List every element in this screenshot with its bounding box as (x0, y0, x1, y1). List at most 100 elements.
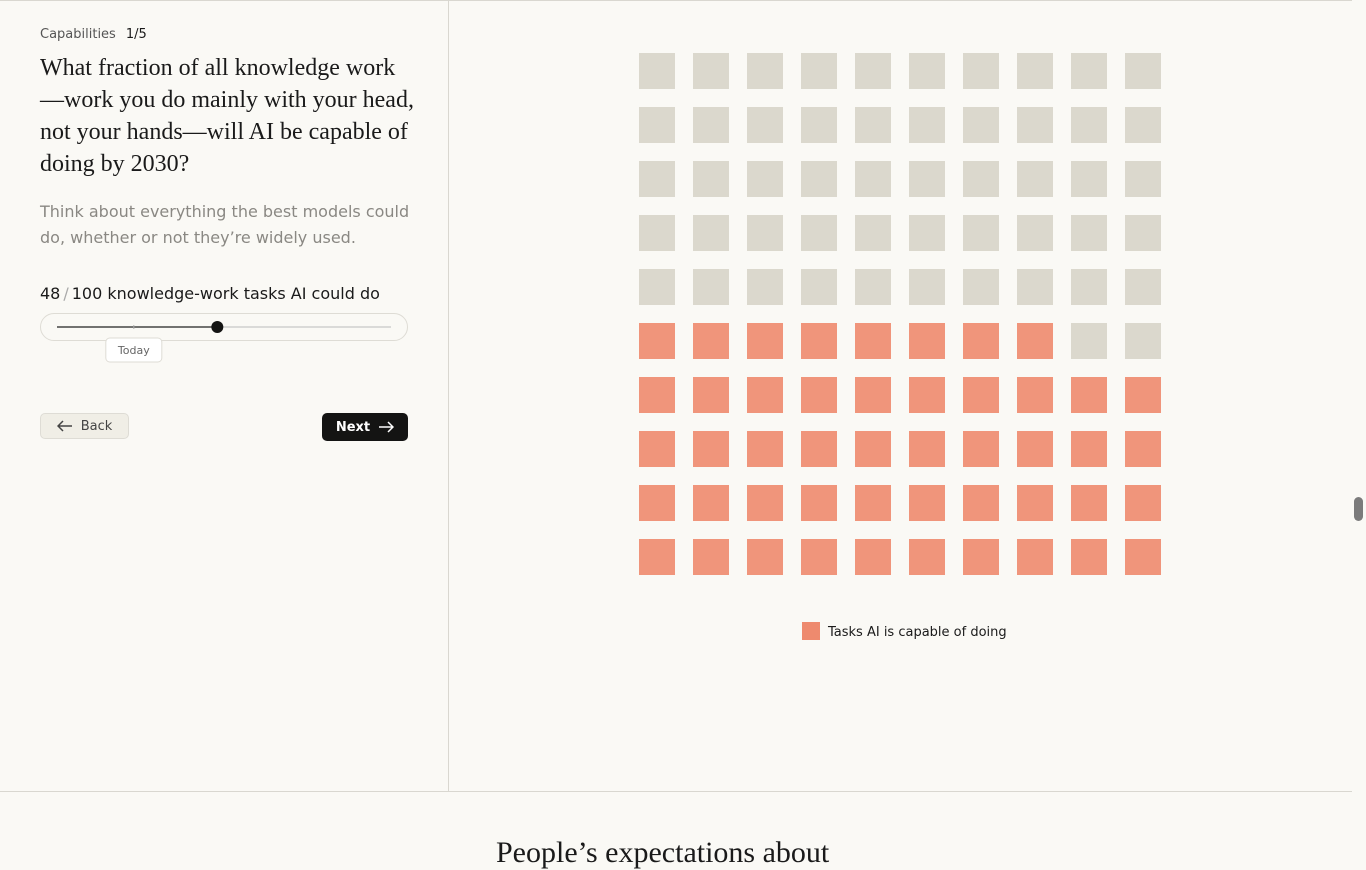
task (855, 269, 891, 305)
step: 1/5 (125, 27, 147, 42)
task-capable (1125, 431, 1161, 467)
task-capable (1017, 539, 1053, 575)
task (1071, 161, 1107, 197)
task (1071, 215, 1107, 251)
task-capable (639, 377, 675, 413)
task-capable (963, 323, 999, 359)
task (1017, 161, 1053, 197)
task-capable (693, 431, 729, 467)
task-capable (693, 323, 729, 359)
task (1125, 53, 1161, 89)
task (801, 215, 837, 251)
back-label: Back (80, 418, 113, 434)
task (1017, 269, 1053, 305)
task (747, 161, 783, 197)
task-capable (1125, 485, 1161, 521)
legend-label: Tasks AI is capable of doing (827, 625, 1007, 640)
task (909, 215, 945, 251)
task (1017, 215, 1053, 251)
task (909, 107, 945, 143)
task-capable (963, 485, 999, 521)
task (1071, 53, 1107, 89)
task (855, 161, 891, 197)
task-capable (963, 431, 999, 467)
task (1125, 107, 1161, 143)
task (1125, 269, 1161, 305)
task-capable (909, 323, 945, 359)
arrow-left (56, 420, 72, 432)
task (909, 269, 945, 305)
task (1125, 323, 1161, 359)
legend-swatch (802, 622, 820, 640)
waffle-chart: Tasks AI is capable of doing (639, 53, 1161, 640)
task-capable (1017, 431, 1053, 467)
value: 48 (40, 284, 61, 303)
task (963, 269, 999, 305)
next-button[interactable]: Next (322, 413, 408, 441)
task (963, 107, 999, 143)
scroll-thumb[interactable] (1354, 497, 1363, 521)
task (801, 161, 837, 197)
question-panel: Capabilities 1/5 What fraction of all kno… (0, 1, 449, 791)
task (1125, 161, 1161, 197)
back-button[interactable]: Back (40, 413, 129, 439)
task-capable (1071, 431, 1107, 467)
task (963, 215, 999, 251)
task-capable (909, 539, 945, 575)
task (639, 215, 675, 251)
unit: knowledge-work tasks AI could do (107, 284, 380, 303)
task (639, 107, 675, 143)
task-capable (801, 323, 837, 359)
max: 100 (71, 284, 103, 303)
question: What fraction of all knowledge work—work… (40, 55, 414, 177)
task-capable (963, 539, 999, 575)
task-capable (1017, 485, 1053, 521)
marker-label: Today (117, 344, 150, 357)
task-capable (801, 377, 837, 413)
divider (0, 0, 1352, 1)
hint: Think about everything the best models c… (40, 202, 410, 247)
next-label: Next (335, 419, 371, 435)
task (1071, 107, 1107, 143)
task-capable (1125, 377, 1161, 413)
arrow-right (379, 421, 395, 433)
task-capable (1071, 539, 1107, 575)
task-capable (855, 431, 891, 467)
task (963, 161, 999, 197)
task-capable (963, 377, 999, 413)
task-capable (1017, 377, 1053, 413)
task-capable (639, 485, 675, 521)
task-capable (693, 539, 729, 575)
task-capable (1017, 323, 1053, 359)
task-capable (639, 539, 675, 575)
task-capable (1071, 485, 1107, 521)
task-capable (909, 431, 945, 467)
task (693, 269, 729, 305)
section-title: People’s expectations about (496, 836, 830, 869)
task (693, 161, 729, 197)
task-capable (1125, 539, 1161, 575)
task-capable (693, 485, 729, 521)
task (1017, 53, 1053, 89)
scrollbar[interactable] (1352, 0, 1366, 858)
task (747, 269, 783, 305)
slider-thumb[interactable] (211, 321, 224, 333)
task (855, 53, 891, 89)
task-capable (693, 377, 729, 413)
task-capable (639, 323, 675, 359)
task (801, 107, 837, 143)
task (747, 107, 783, 143)
task (909, 53, 945, 89)
task-capable (855, 323, 891, 359)
task-capable (909, 377, 945, 413)
task (963, 53, 999, 89)
task (639, 269, 675, 305)
task-capable (747, 539, 783, 575)
task (1071, 323, 1107, 359)
task-capable (801, 539, 837, 575)
task (639, 53, 675, 89)
task-capable (639, 431, 675, 467)
task (747, 53, 783, 89)
task-capable (801, 431, 837, 467)
task-capable (855, 485, 891, 521)
